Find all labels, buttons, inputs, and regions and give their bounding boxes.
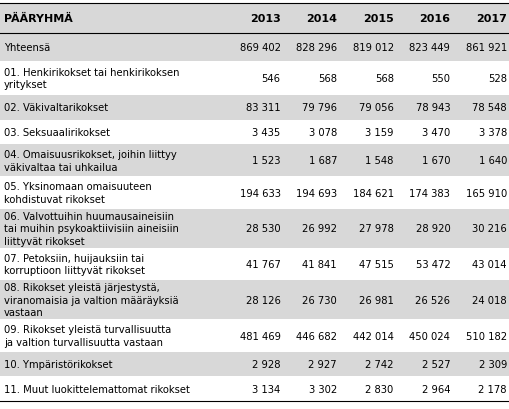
Text: 26 981: 26 981 <box>358 295 393 305</box>
Text: 1 670: 1 670 <box>421 156 449 166</box>
Text: 09. Rikokset yleistä turvallisuutta
ja valtion turvallisuutta vastaan: 09. Rikokset yleistä turvallisuutta ja v… <box>4 325 171 347</box>
Text: 3 078: 3 078 <box>308 128 336 138</box>
Text: 28 530: 28 530 <box>245 224 280 234</box>
Text: 78 548: 78 548 <box>471 103 506 113</box>
Text: 26 526: 26 526 <box>414 295 449 305</box>
Text: 528: 528 <box>487 74 506 84</box>
Text: 3 302: 3 302 <box>308 384 336 393</box>
Text: 53 472: 53 472 <box>415 259 449 270</box>
Text: 78 943: 78 943 <box>415 103 449 113</box>
Bar <box>0 352 509 376</box>
Bar <box>0 209 509 248</box>
Text: 481 469: 481 469 <box>239 331 280 341</box>
Text: 194 693: 194 693 <box>295 188 336 198</box>
Text: 2 178: 2 178 <box>477 384 506 393</box>
Text: 869 402: 869 402 <box>239 43 280 53</box>
Text: 3 159: 3 159 <box>364 128 393 138</box>
Text: 01. Henkirikokset tai henkirikoksen
yritykset: 01. Henkirikokset tai henkirikoksen yrit… <box>4 68 179 90</box>
Text: 04. Omaisuusrikokset, joihin liittyy
väkivaltaa tai uhkailua: 04. Omaisuusrikokset, joihin liittyy väk… <box>4 150 177 172</box>
Text: 2 928: 2 928 <box>251 359 280 369</box>
Text: PÄÄRYHMÄ: PÄÄRYHMÄ <box>4 14 73 24</box>
Text: 06. Valvottuihin huumausaineisiin
tai muihin psykoaktiivisiin aineisiin
liittyvä: 06. Valvottuihin huumausaineisiin tai mu… <box>4 211 179 246</box>
Text: 24 018: 24 018 <box>471 295 506 305</box>
Text: 819 012: 819 012 <box>352 43 393 53</box>
Text: 2 830: 2 830 <box>365 384 393 393</box>
Text: 26 992: 26 992 <box>301 224 336 234</box>
Text: 11. Muut luokittelemattomat rikokset: 11. Muut luokittelemattomat rikokset <box>4 384 189 393</box>
Text: 550: 550 <box>431 74 449 84</box>
Text: 1 687: 1 687 <box>308 156 336 166</box>
Text: 2016: 2016 <box>418 14 449 24</box>
Text: 2 309: 2 309 <box>477 359 506 369</box>
Text: 05. Yksinomaan omaisuuteen
kohdistuvat rikokset: 05. Yksinomaan omaisuuteen kohdistuvat r… <box>4 182 152 204</box>
Text: 43 014: 43 014 <box>471 259 506 270</box>
Text: 41 767: 41 767 <box>245 259 280 270</box>
Text: 1 640: 1 640 <box>477 156 506 166</box>
Text: 07. Petoksiin, huijauksiin tai
korruptioon liittyvät rikokset: 07. Petoksiin, huijauksiin tai korruptio… <box>4 253 145 276</box>
Text: 30 216: 30 216 <box>471 224 506 234</box>
Bar <box>0 281 509 320</box>
Text: 08. Rikokset yleistä järjestystä,
viranomaisia ja valtion määräyksiä
vastaan: 08. Rikokset yleistä järjestystä, virano… <box>4 283 178 317</box>
Text: 47 515: 47 515 <box>358 259 393 270</box>
Bar <box>0 145 509 177</box>
Text: 10. Ympäristörikokset: 10. Ympäristörikokset <box>4 359 112 369</box>
Bar <box>0 96 509 120</box>
Text: 446 682: 446 682 <box>296 331 336 341</box>
Text: 174 383: 174 383 <box>409 188 449 198</box>
Text: 861 921: 861 921 <box>465 43 506 53</box>
Text: 27 978: 27 978 <box>358 224 393 234</box>
Text: 2014: 2014 <box>305 14 336 24</box>
Text: 3 134: 3 134 <box>252 384 280 393</box>
Text: 2015: 2015 <box>362 14 393 24</box>
Text: 41 841: 41 841 <box>302 259 336 270</box>
Bar <box>0 34 509 62</box>
Text: 184 621: 184 621 <box>352 188 393 198</box>
Text: 2 927: 2 927 <box>308 359 336 369</box>
Text: 1 523: 1 523 <box>251 156 280 166</box>
Text: 2 742: 2 742 <box>364 359 393 369</box>
Text: 510 182: 510 182 <box>465 331 506 341</box>
Text: 568: 568 <box>318 74 336 84</box>
Text: 28 126: 28 126 <box>245 295 280 305</box>
Text: 79 796: 79 796 <box>301 103 336 113</box>
Text: 3 470: 3 470 <box>421 128 449 138</box>
Text: Yhteensä: Yhteensä <box>4 43 50 53</box>
Text: 2 964: 2 964 <box>421 384 449 393</box>
Text: 02. Väkivaltarikokset: 02. Väkivaltarikokset <box>4 103 108 113</box>
Text: 83 311: 83 311 <box>245 103 280 113</box>
Text: 194 633: 194 633 <box>239 188 280 198</box>
Text: 79 056: 79 056 <box>358 103 393 113</box>
Text: 1 548: 1 548 <box>364 156 393 166</box>
Text: 450 024: 450 024 <box>409 331 449 341</box>
Text: 03. Seksuaalirikokset: 03. Seksuaalirikokset <box>4 128 110 138</box>
Text: 2013: 2013 <box>249 14 280 24</box>
Text: 568: 568 <box>374 74 393 84</box>
Text: 2017: 2017 <box>475 14 506 24</box>
Text: 3 378: 3 378 <box>478 128 506 138</box>
Text: 165 910: 165 910 <box>465 188 506 198</box>
Bar <box>0 4 509 34</box>
Text: 2 527: 2 527 <box>421 359 449 369</box>
Text: 28 920: 28 920 <box>415 224 449 234</box>
Text: 3 435: 3 435 <box>252 128 280 138</box>
Text: 828 296: 828 296 <box>295 43 336 53</box>
Text: 442 014: 442 014 <box>352 331 393 341</box>
Text: 823 449: 823 449 <box>409 43 449 53</box>
Text: 546: 546 <box>261 74 280 84</box>
Text: 26 730: 26 730 <box>302 295 336 305</box>
